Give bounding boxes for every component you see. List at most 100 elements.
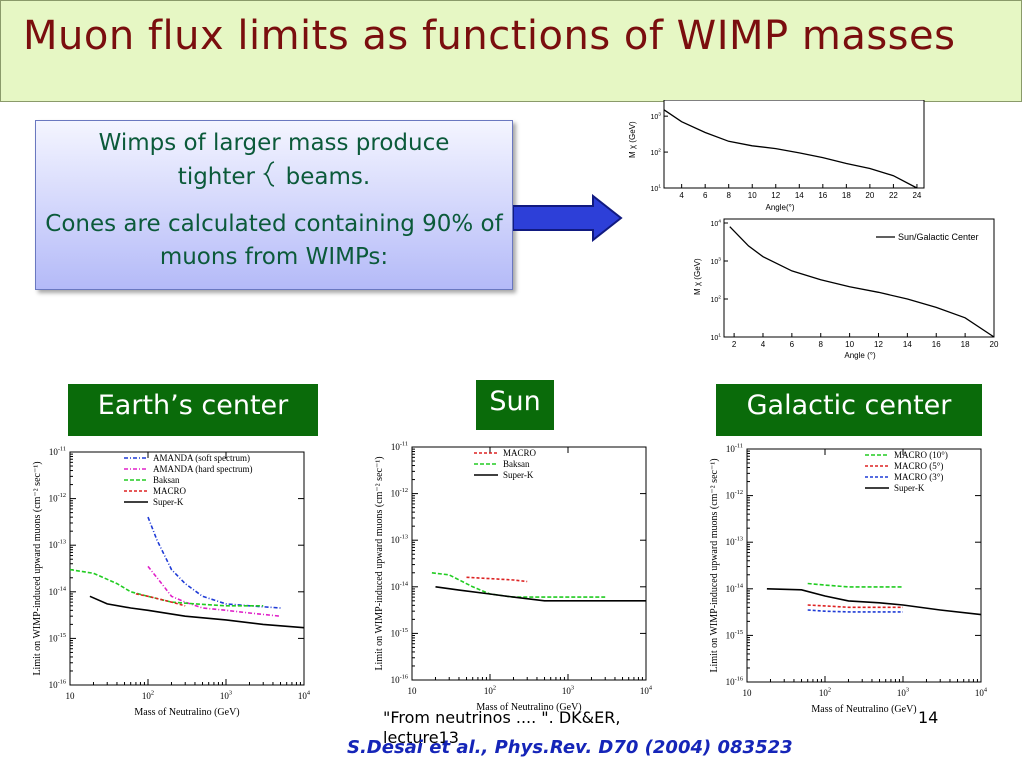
x-tick-label: 6: [790, 340, 795, 349]
y-axis-label: Limit on WIMP-induced upward muons (cm⁻²…: [32, 461, 43, 675]
cone-angle-plot-top: 4 6 8 10 12 14 16 18 20 22 24 103 102 101 M χ (GeV) A…: [628, 100, 925, 212]
series-line: [135, 593, 186, 607]
page-number: 14: [918, 708, 939, 727]
legend-label: AMANDA (soft spectrum): [153, 453, 250, 463]
x-tick-label: 8: [819, 340, 824, 349]
x-tick-label: 16: [932, 340, 941, 349]
x-tick-label: 102: [142, 690, 154, 702]
x-tick-label: 104: [975, 687, 988, 699]
x-tick-label: 20: [990, 340, 999, 349]
label-earth-center: Earth’s center: [68, 384, 318, 436]
series-line: [766, 588, 982, 616]
x-tick-label: 10: [748, 191, 757, 200]
y-axis-label: Limit on WIMP-induced upward muons (cm⁻²…: [374, 456, 385, 670]
citation: S.Desai et al., Phys.Rev. D70 (2004) 083…: [347, 737, 793, 758]
y-tick-label: 10-15: [391, 627, 408, 639]
x-tick-label: 2: [732, 340, 737, 349]
legend-label: Super-K: [894, 483, 925, 493]
slide-title: Muon flux limits as functions of WIMP ma…: [23, 13, 956, 59]
y-tick-label: 104: [710, 219, 721, 229]
x-tick-label: 12: [771, 191, 780, 200]
x-tick-label: 10: [66, 691, 76, 701]
plot-frame: [411, 446, 647, 681]
y-tick-label: 10-14: [391, 580, 409, 592]
x-tick-label: 14: [903, 340, 912, 349]
x-tick-label: 10: [845, 340, 854, 349]
x-tick-label: 102: [819, 687, 831, 699]
x-tick-label: 18: [842, 191, 851, 200]
flux-plot-sun: 10 102 103 104 10-11 10-12 10-13 10-14 10-15 10-1…: [374, 441, 653, 714]
x-tick-label: 10: [408, 686, 418, 696]
series-line: [435, 586, 646, 602]
legend-label: MACRO: [503, 448, 537, 458]
x-tick-label: 103: [897, 687, 909, 699]
x-axis-label: Angle (°): [844, 351, 876, 360]
flux-plot-galactic: 10 102 103 104 10-11 10-12 10-13 10-14 10-15 10-1…: [709, 443, 988, 716]
y-axis-label: Limit on WIMP-induced upward muons (cm⁻²…: [709, 458, 720, 672]
x-tick-label: 103: [562, 685, 574, 697]
y-tick-label: 103: [710, 257, 721, 267]
legend-label: MACRO (5°): [894, 461, 943, 471]
y-tick-label: 103: [650, 112, 661, 122]
x-axis-label: Mass of Neutralino (GeV): [476, 702, 581, 713]
series-line: [729, 226, 995, 338]
plot-frame: [723, 218, 995, 338]
brace-icon: [263, 161, 275, 187]
right-arrow-icon: [513, 194, 623, 242]
series-line: [147, 565, 281, 617]
plot-frame: [746, 448, 982, 683]
y-tick-label: 102: [650, 148, 661, 158]
callout-line-3: Cones are calculated containing 90% of m…: [45, 211, 503, 270]
series-line: [69, 568, 264, 607]
plot-frame: [663, 100, 925, 189]
legend-label: Super-K: [503, 470, 534, 480]
y-tick-label: 10-13: [49, 539, 66, 551]
y-tick-label: 10-12: [391, 487, 408, 499]
x-tick-label: 22: [889, 191, 898, 200]
legend-label: Super-K: [153, 497, 184, 507]
legend-label: MACRO: [153, 486, 187, 496]
label-galactic-center: Galactic center: [716, 384, 982, 436]
y-tick-label: 102: [710, 295, 721, 305]
series-line: [807, 582, 903, 588]
y-tick-label: 101: [650, 184, 661, 194]
x-tick-label: 6: [703, 191, 708, 200]
x-tick-label: 20: [865, 191, 874, 200]
title-bar: Muon flux limits as functions of WIMP ma…: [0, 0, 1022, 102]
series-line: [466, 576, 528, 583]
y-tick-label: 10-16: [49, 679, 66, 691]
y-tick-label: 10-14: [726, 582, 744, 594]
y-tick-label: 10-15: [726, 629, 743, 641]
x-tick-label: 18: [961, 340, 970, 349]
footer-reference: "From neutrinos .... ". DK&ER, lecture13: [383, 708, 621, 747]
x-tick-label: 12: [874, 340, 883, 349]
y-axis-label: M χ (GeV): [693, 258, 702, 295]
legend-label: MACRO (10°): [894, 450, 948, 460]
series-line: [147, 516, 281, 609]
callout-box: Wimps of larger mass produce tighter bea…: [35, 120, 513, 290]
x-tick-label: 102: [484, 685, 496, 697]
x-tick-label: 24: [912, 191, 921, 200]
callout-line-1: Wimps of larger mass produce: [98, 130, 450, 156]
legend-label: AMANDA (hard spectrum): [153, 464, 252, 474]
y-tick-label: 10-11: [49, 446, 66, 458]
y-tick-label: 10-15: [49, 632, 66, 644]
x-tick-label: 10: [743, 688, 753, 698]
series-line: [89, 595, 305, 629]
legend-label: MACRO (3°): [894, 472, 943, 482]
flux-plot-earth: 10 102 103 104 10-11 10-12 10-13 10-14 10-15 10-1…: [32, 446, 311, 719]
x-axis-label: Mass of Neutralino (GeV): [134, 707, 239, 718]
x-tick-label: 8: [726, 191, 731, 200]
x-tick-label: 16: [818, 191, 827, 200]
series-line: [663, 109, 918, 189]
x-tick-label: 4: [761, 340, 766, 349]
x-tick-label: 4: [679, 191, 684, 200]
y-tick-label: 10-11: [391, 441, 408, 453]
x-tick-label: 104: [298, 690, 311, 702]
x-tick-label: 104: [640, 685, 653, 697]
callout-line-2: tighter beams.: [36, 160, 512, 194]
cone-angle-plot-sun-gc: 2 4 6 8 10 12 14 16 18 20 104 103 102 101 Sun/Galacti…: [693, 218, 999, 360]
y-tick-label: 10-11: [726, 443, 743, 455]
x-tick-label: 103: [220, 690, 232, 702]
y-tick-label: 101: [710, 333, 721, 343]
